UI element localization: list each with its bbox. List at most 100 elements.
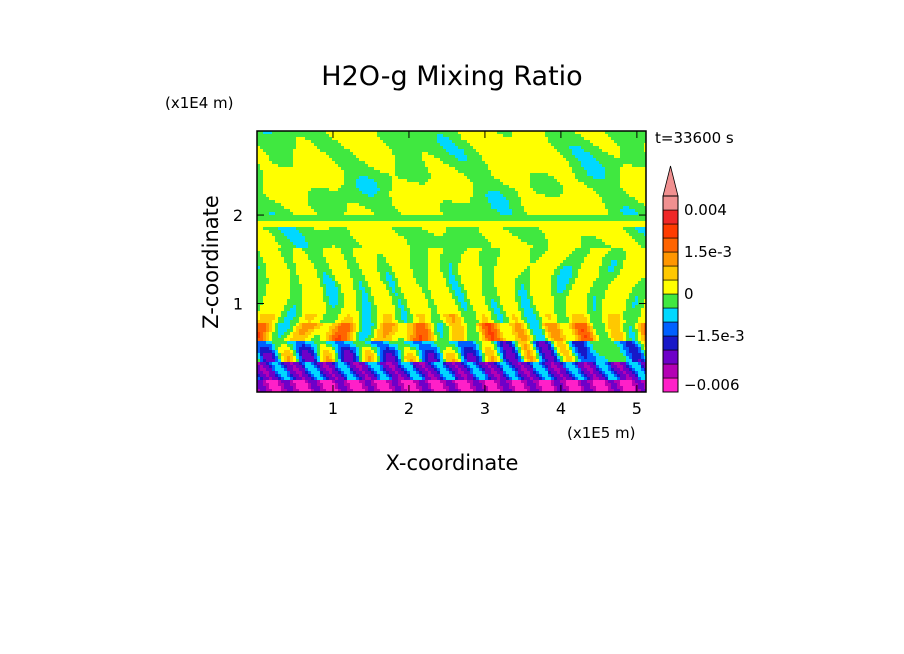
field-cell <box>395 185 398 188</box>
field-cell <box>293 191 296 194</box>
field-cell <box>482 230 485 233</box>
field-cell <box>296 170 299 173</box>
field-cell <box>461 230 464 233</box>
field-cell <box>518 197 521 200</box>
field-cell <box>416 149 419 152</box>
field-cell <box>380 134 383 137</box>
field-cell <box>470 197 473 200</box>
field-cell <box>272 206 275 209</box>
field-cell <box>575 155 578 158</box>
field-cell <box>311 239 314 242</box>
field-cell <box>506 131 509 134</box>
field-cell <box>569 182 572 185</box>
field-cell <box>419 137 422 140</box>
field-cell <box>509 131 512 134</box>
field-cell <box>464 173 467 176</box>
field-cell <box>509 176 512 179</box>
field-cell <box>446 176 449 179</box>
field-cell <box>320 230 323 233</box>
field-cell <box>581 221 584 224</box>
field-cell <box>383 233 386 236</box>
field-cell <box>446 194 449 197</box>
field-cell <box>485 158 488 161</box>
field-cell <box>314 197 317 200</box>
field-cell <box>389 137 392 140</box>
field-cell <box>425 155 428 158</box>
field-cell <box>593 146 596 149</box>
field-cell <box>464 233 467 236</box>
field-cell <box>446 131 449 134</box>
field-cell <box>281 179 284 182</box>
field-cell <box>317 167 320 170</box>
field-cell <box>410 191 413 194</box>
field-cell <box>308 188 311 191</box>
field-cell <box>401 233 404 236</box>
field-cell <box>284 185 287 188</box>
field-cell <box>311 149 314 152</box>
field-cell <box>425 191 428 194</box>
field-cell <box>527 179 530 182</box>
field-cell <box>644 146 646 149</box>
field-cell <box>362 167 365 170</box>
field-cell <box>617 233 620 236</box>
field-cell <box>263 161 266 164</box>
field-cell <box>635 230 638 233</box>
field-cell <box>467 230 470 233</box>
field-cell <box>290 209 293 212</box>
field-cell <box>335 152 338 155</box>
field-cell <box>353 227 356 230</box>
field-cell <box>464 194 467 197</box>
field-cell <box>323 233 326 236</box>
field-cell <box>578 185 581 188</box>
field-cell <box>368 230 371 233</box>
field-cell <box>512 176 515 179</box>
field-cell <box>608 236 611 239</box>
field-cell <box>344 158 347 161</box>
field-cell <box>563 173 566 176</box>
field-cell <box>419 233 422 236</box>
field-cell <box>608 170 611 173</box>
field-cell <box>332 155 335 158</box>
field-cell <box>389 170 392 173</box>
field-cell <box>620 218 623 221</box>
field-cell <box>317 227 320 230</box>
field-cell <box>425 152 428 155</box>
field-cell <box>605 215 608 218</box>
field-cell <box>302 131 305 134</box>
field-cell <box>623 167 626 170</box>
field-cell <box>386 233 389 236</box>
field-cell <box>380 140 383 143</box>
field-cell <box>329 221 332 224</box>
field-cell <box>527 200 530 203</box>
field-cell <box>554 170 557 173</box>
field-cell <box>479 167 482 170</box>
field-cell <box>596 239 599 242</box>
field-cell <box>473 221 476 224</box>
field-cell <box>539 146 542 149</box>
field-cell <box>419 179 422 182</box>
field-cell <box>587 161 590 164</box>
field-cell <box>425 200 428 203</box>
field-cell <box>260 164 263 167</box>
field-cell <box>377 245 380 248</box>
field-cell <box>290 137 293 140</box>
field-cell <box>518 215 521 218</box>
field-cell <box>329 164 332 167</box>
field-cell <box>470 227 473 230</box>
field-cell <box>518 131 521 134</box>
field-cell <box>332 158 335 161</box>
field-cell <box>467 197 470 200</box>
field-cell <box>575 224 578 227</box>
field-cell <box>407 233 410 236</box>
field-cell <box>389 245 392 248</box>
field-cell <box>350 224 353 227</box>
field-cell <box>437 239 440 242</box>
field-cell <box>506 215 509 218</box>
field-cell <box>287 164 290 167</box>
field-cell <box>320 155 323 158</box>
field-cell <box>500 137 503 140</box>
field-cell <box>347 188 350 191</box>
field-cell <box>512 179 515 182</box>
field-cell <box>494 209 497 212</box>
field-cell <box>257 233 260 236</box>
